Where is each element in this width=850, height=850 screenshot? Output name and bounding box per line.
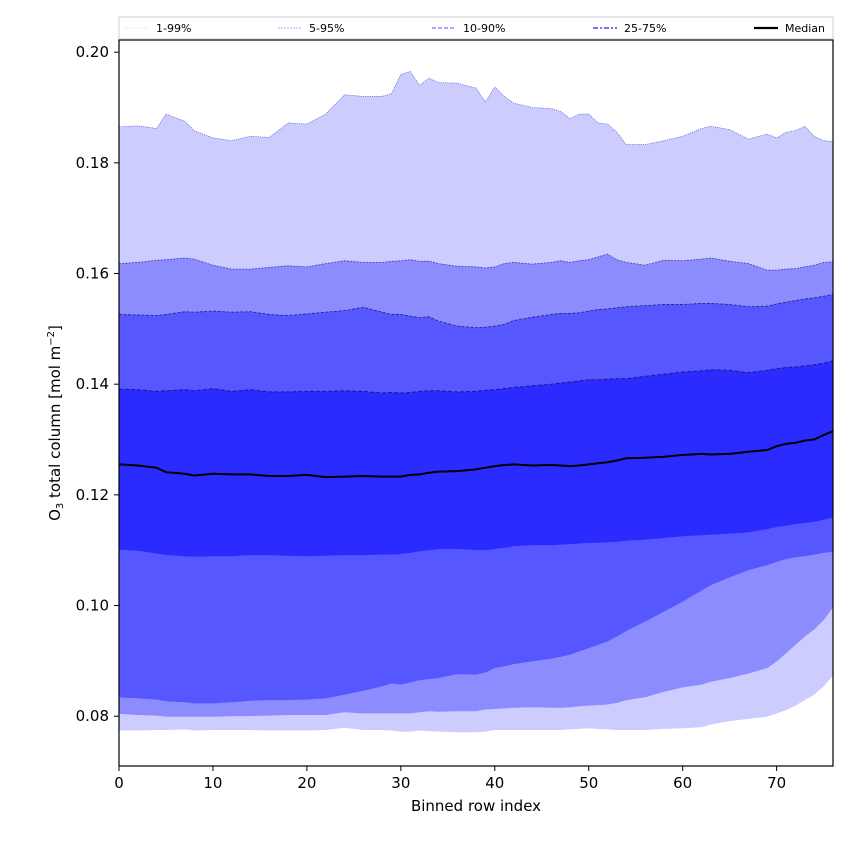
band-lower-edge-10-90pct xyxy=(119,550,833,704)
y-axis-label: O3 total column [mol m−2] xyxy=(46,325,66,521)
legend-label: 5-95% xyxy=(309,22,344,35)
band-upper-edge-5-95pct xyxy=(119,253,833,271)
band-upper-edge-1-99pct xyxy=(119,71,833,145)
lines-layer xyxy=(119,71,833,733)
legend-label: 25-75% xyxy=(624,22,666,35)
y-axis-label-subscript: 3 xyxy=(55,503,66,509)
x-axis: 0 10 20 30 40 50 60 70 xyxy=(114,766,786,792)
y-tick-label: 0.18 xyxy=(76,154,109,172)
legend-entry: Median xyxy=(754,22,825,35)
x-tick-label: 40 xyxy=(485,774,504,792)
y-axis-label-main: O xyxy=(46,509,64,521)
x-axis-label: Binned row index xyxy=(411,797,541,815)
y-tick-label: 0.08 xyxy=(76,707,109,725)
y-tick-label: 0.14 xyxy=(76,375,109,393)
x-tick-label: 20 xyxy=(297,774,316,792)
legend-entry: 25-75% xyxy=(593,22,666,35)
legend: 1-99% 5-95% 10-90% 25-75% Median xyxy=(118,16,834,40)
x-tick-label: 30 xyxy=(391,774,410,792)
band-upper-edge-25-75pct xyxy=(119,360,833,394)
y-tick-label: 0.16 xyxy=(76,265,109,283)
x-tick-label: 0 xyxy=(114,774,124,792)
legend-entry: 5-95% xyxy=(278,22,344,35)
band-lower-edge-25-75pct xyxy=(119,516,833,557)
y-axis: 0.08 0.10 0.12 0.14 0.16 0.18 0.20 xyxy=(76,43,119,725)
x-tick-label: 10 xyxy=(203,774,222,792)
x-tick-label: 50 xyxy=(579,774,598,792)
legend-entry: 1-99% xyxy=(125,22,191,35)
legend-label: Median xyxy=(785,22,825,35)
legend-entry: 10-90% xyxy=(432,22,505,35)
median-line xyxy=(119,430,833,479)
legend-label: 10-90% xyxy=(463,22,505,35)
band-upper-edge-10-90pct xyxy=(119,294,833,329)
y-tick-label: 0.20 xyxy=(76,43,109,61)
y-axis-label-text: total column [mol m xyxy=(46,346,64,503)
legend-label: 1-99% xyxy=(156,22,191,35)
y-tick-label: 0.12 xyxy=(76,486,109,504)
bands-layer xyxy=(119,71,833,732)
band-25-75pct xyxy=(119,360,833,557)
y-axis-label-end: ] xyxy=(46,325,64,331)
y-axis-label-superscript: −2 xyxy=(46,331,57,346)
y-tick-label: 0.10 xyxy=(76,597,109,615)
x-tick-label: 70 xyxy=(767,774,786,792)
band-lower-edge-5-95pct xyxy=(119,606,833,717)
axes-frame xyxy=(118,39,834,767)
legend-box xyxy=(118,16,834,40)
x-tick-label: 60 xyxy=(673,774,692,792)
band-lower-edge-1-99pct xyxy=(119,674,833,733)
